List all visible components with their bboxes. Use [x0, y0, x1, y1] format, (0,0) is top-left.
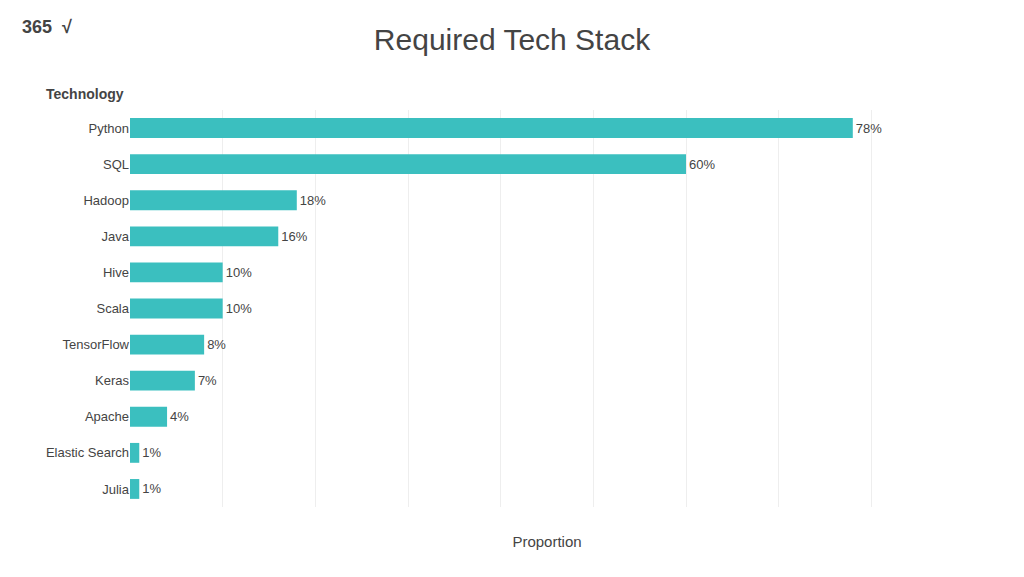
svg-text:18%: 18%	[300, 193, 326, 208]
svg-text:Proportion: Proportion	[512, 533, 581, 550]
svg-text:Required Tech Stack: Required Tech Stack	[374, 23, 651, 56]
svg-text:Hive: Hive	[103, 265, 129, 280]
svg-text:10%: 10%	[226, 265, 252, 280]
svg-text:60%: 60%	[689, 157, 715, 172]
svg-text:SQL: SQL	[103, 157, 129, 172]
svg-text:Apache: Apache	[85, 409, 129, 424]
svg-text:Julia: Julia	[102, 482, 130, 497]
svg-text:TensorFlow: TensorFlow	[63, 337, 130, 352]
svg-text:7%: 7%	[198, 373, 217, 388]
svg-text:Elastic Search: Elastic Search	[46, 445, 129, 460]
svg-text:4%: 4%	[170, 409, 189, 424]
svg-text:8%: 8%	[207, 337, 226, 352]
svg-text:10%: 10%	[226, 301, 252, 316]
svg-text:Python: Python	[89, 121, 129, 136]
svg-text:16%: 16%	[281, 229, 307, 244]
svg-text:1%: 1%	[142, 445, 161, 460]
svg-text:Scala: Scala	[96, 301, 129, 316]
svg-text:Keras: Keras	[95, 373, 129, 388]
svg-text:Technology: Technology	[46, 86, 124, 102]
svg-text:Java: Java	[102, 229, 130, 244]
svg-text:√: √	[62, 17, 72, 37]
svg-text:Hadoop: Hadoop	[83, 193, 129, 208]
svg-text:78%: 78%	[856, 121, 882, 136]
svg-text:1%: 1%	[142, 481, 161, 496]
svg-text:365: 365	[22, 17, 52, 37]
